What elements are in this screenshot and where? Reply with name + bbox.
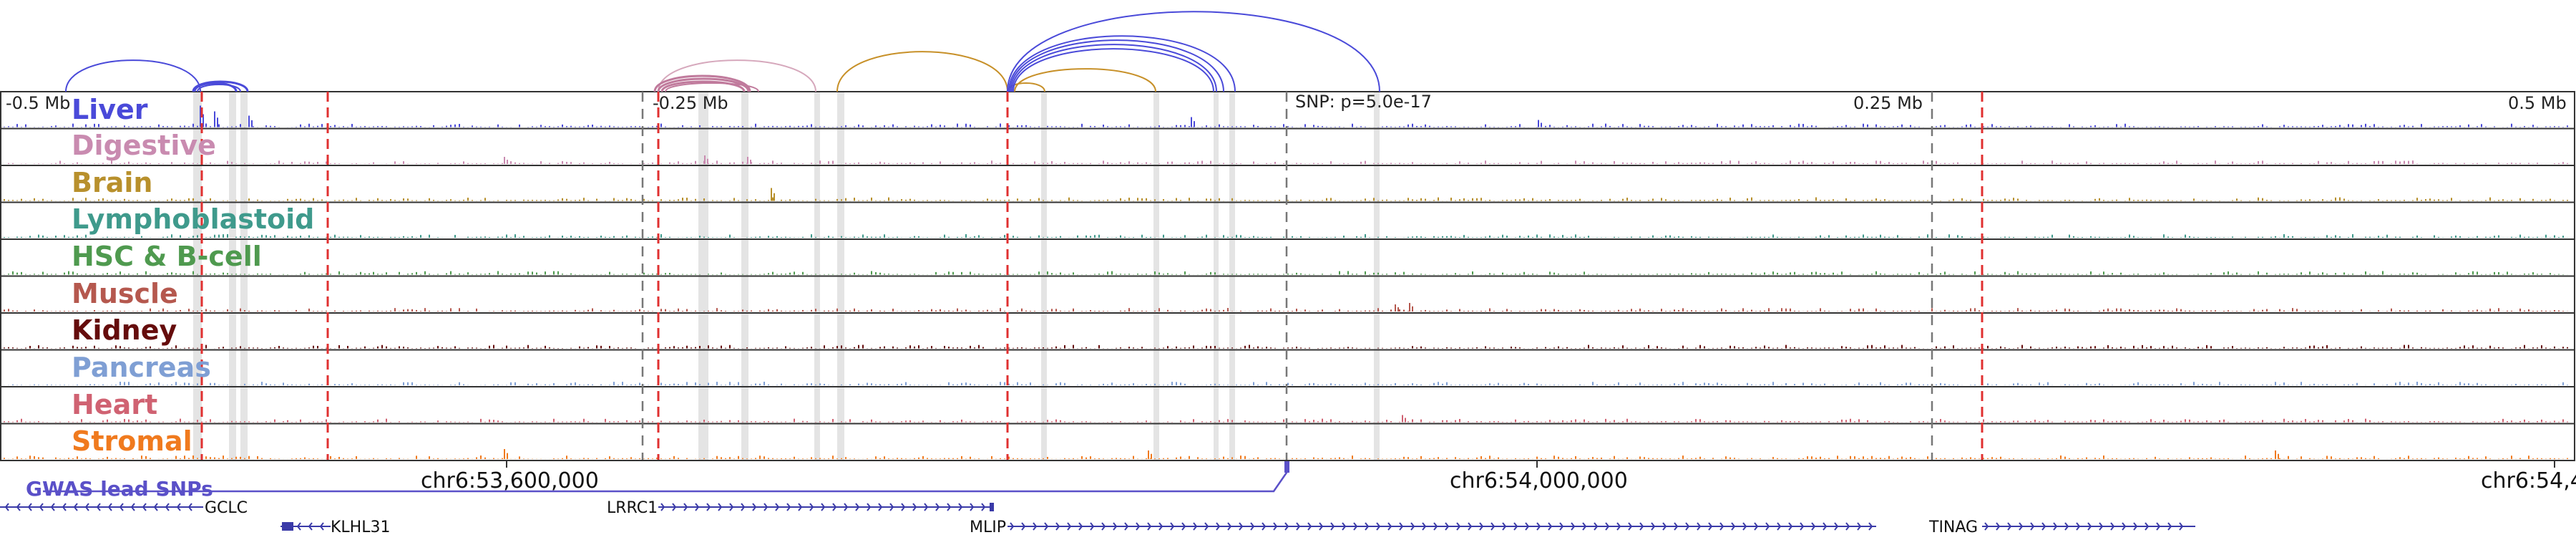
track-label-digestive: Digestive bbox=[72, 130, 216, 161]
loop-arc bbox=[1007, 11, 1380, 92]
track-label-heart: Heart bbox=[72, 389, 158, 420]
signal-track-7 bbox=[4, 382, 2568, 385]
track-label-kidney: Kidney bbox=[72, 314, 177, 346]
track-label-hsc-bcell: HSC & B-cell bbox=[72, 241, 262, 272]
coordinate-label-1: chr6:53,600,000 bbox=[421, 468, 599, 493]
signal-track-6 bbox=[4, 344, 2568, 349]
loop-arc bbox=[1010, 39, 1224, 92]
signal-track-9 bbox=[4, 449, 2568, 459]
track-label-stromal: Stromal bbox=[72, 425, 192, 457]
loop-arc bbox=[836, 51, 1008, 92]
loop-arc bbox=[657, 77, 750, 92]
loop-arc bbox=[193, 82, 238, 92]
gene-label-lrrc1: LRRC1 bbox=[607, 499, 658, 517]
signal-track-3 bbox=[4, 234, 2568, 238]
loop-arc bbox=[1014, 68, 1156, 92]
coordinate-label-2: chr6:54,000,000 bbox=[1450, 468, 1628, 493]
loop-arc bbox=[65, 59, 201, 92]
gene-label-tinag: TINAG bbox=[1929, 519, 1979, 536]
gene-label-gclc: GCLC bbox=[205, 499, 248, 517]
ruler-label-snp: SNP: p=5.0e-17 bbox=[1295, 92, 1432, 112]
loop-arc bbox=[660, 80, 746, 92]
gene-label-mlip: MLIP bbox=[970, 519, 1006, 536]
track-label-liver: Liver bbox=[72, 94, 148, 125]
ruler-label-right: 0.5 Mb bbox=[2508, 93, 2567, 113]
signal-track-2 bbox=[4, 188, 2568, 201]
track-label-pancreas: Pancreas bbox=[72, 352, 211, 383]
track-label-brain: Brain bbox=[72, 167, 153, 198]
signal-track-1 bbox=[4, 155, 2568, 164]
gene-label-klhl31: KLHL31 bbox=[331, 519, 391, 536]
gwas-snp-marker bbox=[1284, 461, 1289, 473]
loop-arc bbox=[1013, 48, 1214, 92]
coordinate-label-3: chr6:54,4 bbox=[2481, 468, 2576, 493]
loop-arc bbox=[665, 82, 759, 92]
gene-lrrc1-strand-arrows bbox=[660, 503, 986, 511]
signal-track-5 bbox=[4, 303, 2568, 312]
ruler-label-mid-left: -0.25 Mb bbox=[653, 93, 728, 113]
gene-mlip-strand-arrows bbox=[1010, 522, 1873, 531]
ruler-label-mid-right: 0.25 Mb bbox=[1853, 93, 1923, 113]
loop-arc bbox=[1011, 44, 1217, 92]
gene-tinag-strand-arrows bbox=[1984, 522, 2184, 531]
gene-lrrc1-exon bbox=[990, 503, 994, 511]
ruler-label-left: -0.5 Mb bbox=[6, 93, 71, 113]
signal-track-8 bbox=[4, 415, 2568, 423]
gene-klhl31-exon bbox=[282, 522, 293, 531]
loop-arc bbox=[197, 84, 241, 92]
loop-arc bbox=[658, 59, 816, 92]
gwas-connector bbox=[43, 463, 1288, 493]
signal-track-4 bbox=[4, 271, 2568, 275]
gene-gclc-strand-arrows bbox=[4, 503, 192, 511]
loop-arc bbox=[1008, 35, 1236, 92]
gwas-lead-snps-label: GWAS lead SNPs bbox=[26, 477, 213, 501]
signal-track-0 bbox=[4, 105, 2568, 127]
track-label-muscle: Muscle bbox=[72, 278, 178, 309]
track-label-lymphoblastoid: Lymphoblastoid bbox=[72, 203, 315, 235]
